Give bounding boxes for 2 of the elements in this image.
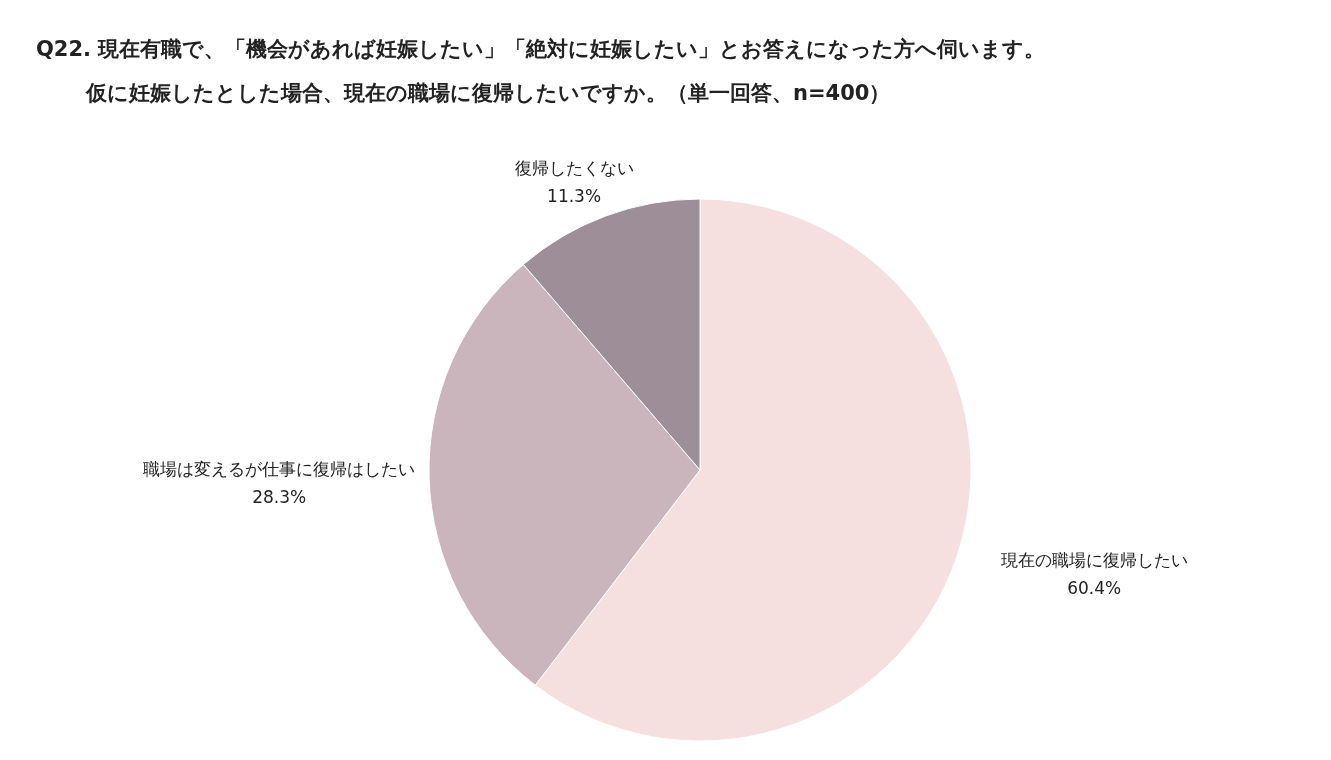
subtitle: 仮に妊娠したとした場合、現在の職場に復帰したいですか。（単一回答、n=400） xyxy=(86,81,891,105)
title: Q22. 現在有職で、「機会があれば妊娠したい」「絶対に妊娠したい」とお答えになった方へ伺います。 xyxy=(36,37,1046,61)
